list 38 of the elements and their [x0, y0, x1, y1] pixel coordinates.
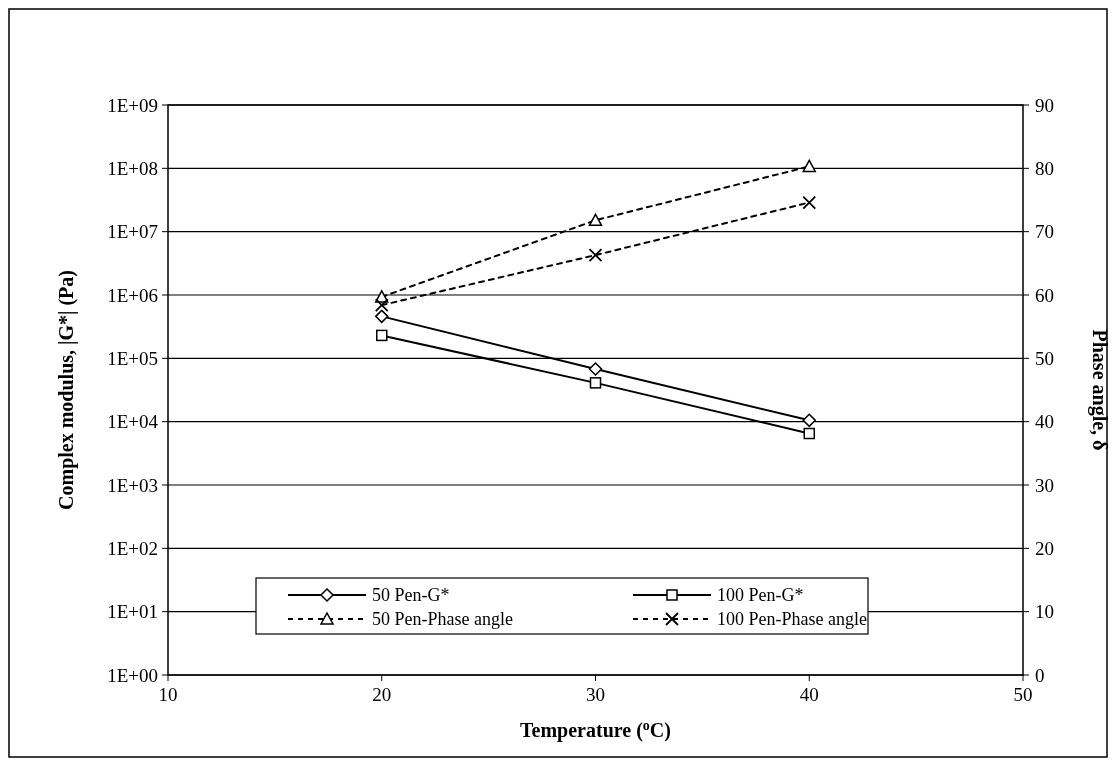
x-tick-label: 10: [158, 684, 178, 705]
y-tick-label: 1E+06: [107, 284, 158, 306]
point: [803, 427, 815, 440]
legend-label: 100 Pen-G*: [717, 585, 804, 606]
y-tick-label: 1E+00: [107, 664, 158, 686]
x-tick-label: 20: [372, 684, 392, 705]
y2-tick-label: 70: [1035, 221, 1054, 243]
point: [588, 362, 603, 376]
y2-tick-label: 0: [1035, 664, 1045, 686]
y-tick-label: 1E+08: [107, 157, 158, 179]
x-tick-label: 50: [1013, 684, 1033, 705]
y2-tick-label: 60: [1035, 284, 1054, 306]
y2-tick-label: 40: [1035, 411, 1054, 433]
y2-tick-label: 30: [1035, 474, 1054, 496]
y-tick-label: 1E+04: [107, 411, 159, 433]
y2-tick-label: 10: [1035, 601, 1054, 623]
legend-label: 100 Pen-Phase angle: [717, 609, 867, 630]
point: [589, 377, 602, 389]
y-tick-label: 1E+02: [107, 537, 158, 559]
x-axis-title: Temperature ($^{o}$C): [520, 717, 671, 742]
y-tick-label: 1E+01: [107, 601, 158, 623]
x-tick-label: 30: [586, 684, 605, 705]
y2-tick-label: 80: [1035, 157, 1054, 179]
point: [376, 329, 388, 342]
y-tick-label: 1E+09: [107, 94, 158, 116]
y-axis-title: Complex modulus, |G*| (Pa): [55, 270, 78, 510]
y2-tick-label: 90: [1035, 94, 1054, 116]
y2-axis-title: Phase angle, δ: [1088, 329, 1111, 451]
y-tick-label: 1E+05: [107, 347, 158, 369]
legend-label: 50 Pen-Phase angle: [372, 609, 513, 630]
x-tick-label: 40: [799, 684, 819, 705]
point: [802, 413, 816, 428]
point: [375, 309, 389, 324]
y2-tick-label: 50: [1035, 347, 1054, 369]
y2-tick-label: 20: [1035, 537, 1054, 559]
y-tick-label: 1E+07: [107, 221, 158, 243]
legend-label: 50 Pen-G*: [372, 585, 450, 606]
y-tick-label: 1E+03: [107, 474, 158, 496]
